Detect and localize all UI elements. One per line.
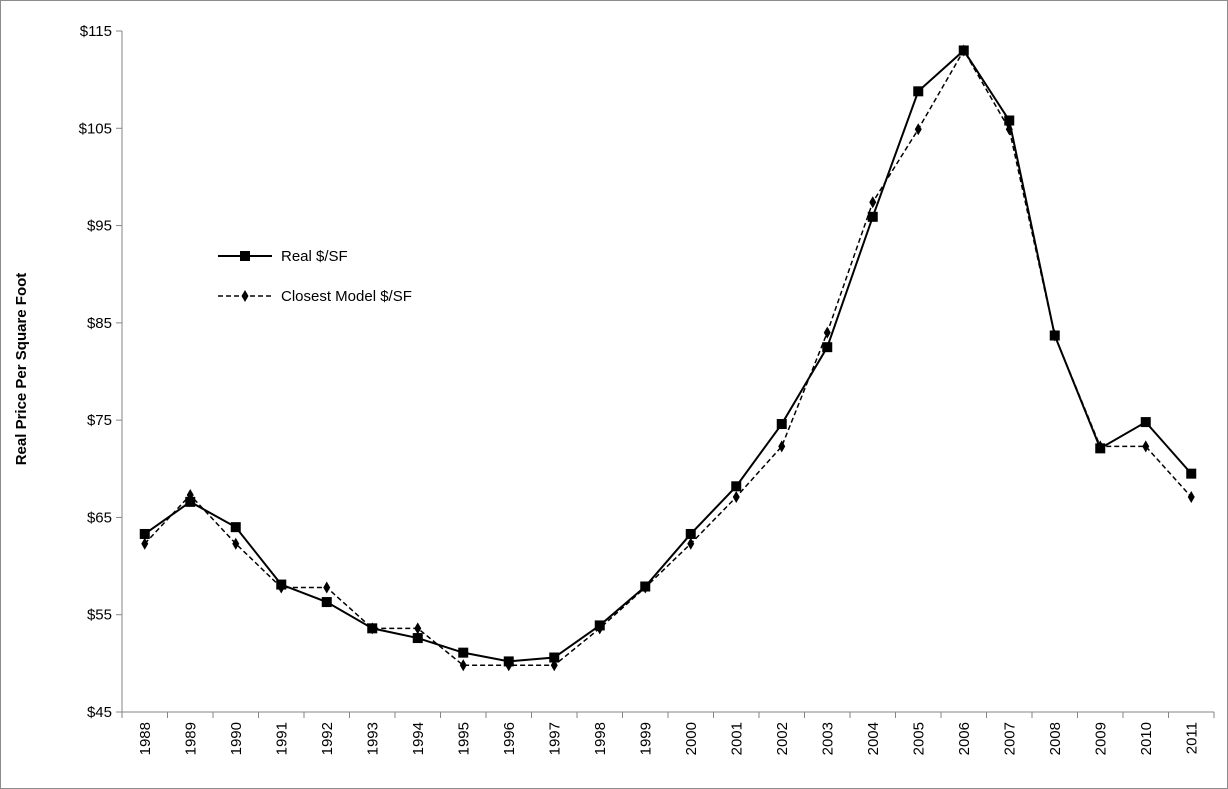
data-point <box>1187 490 1195 503</box>
y-axis-title: Real Price Per Square Foot <box>13 273 30 466</box>
legend: Real $/SF Closest Model $/SF <box>218 248 412 305</box>
data-point <box>1140 417 1151 428</box>
x-tick-label: 1993 <box>364 722 381 755</box>
series-1 <box>139 45 1197 667</box>
data-point <box>141 537 149 550</box>
data-point <box>550 659 558 672</box>
legend-item: Closest Model $/SF <box>218 288 412 305</box>
legend-marker <box>240 251 250 261</box>
series-2 <box>141 44 1195 672</box>
data-point <box>823 326 831 339</box>
data-point <box>277 581 285 594</box>
x-tick-label: 2005 <box>910 722 927 755</box>
legend-item: Real $/SF <box>218 248 348 265</box>
data-point <box>458 647 469 658</box>
y-tick-label: $115 <box>80 23 112 40</box>
x-tick-label: 1990 <box>228 722 245 755</box>
x-tick-label: 1997 <box>546 722 563 755</box>
data-point <box>641 581 649 594</box>
data-point <box>232 537 240 550</box>
data-point <box>869 196 877 209</box>
legend-label: Real $/SF <box>281 248 348 265</box>
x-tick-label: 2011 <box>1183 722 1200 754</box>
data-point <box>414 622 422 635</box>
data-point <box>185 496 196 507</box>
x-tick-label: 2000 <box>683 722 700 755</box>
x-tick-label: 2006 <box>956 722 973 755</box>
data-point <box>1096 440 1104 453</box>
data-point <box>549 652 560 663</box>
x-tick-label: 2007 <box>1001 722 1018 755</box>
data-point <box>731 481 742 492</box>
data-point <box>323 581 331 594</box>
x-tick-label: 1994 <box>410 722 427 755</box>
x-tick-label: 1995 <box>455 722 472 755</box>
x-tick-label: 2002 <box>774 722 791 755</box>
y-tick-label: $85 <box>87 315 112 332</box>
data-point <box>685 528 696 539</box>
y-tick-label: $105 <box>79 120 112 137</box>
legend-label: Closest Model $/SF <box>281 288 412 305</box>
x-tick-label: 1989 <box>182 722 199 755</box>
data-point <box>1051 329 1059 342</box>
data-point <box>321 597 332 608</box>
series-line <box>144 48 1192 667</box>
data-point <box>913 86 924 97</box>
data-point <box>1005 123 1013 136</box>
x-tick-label: 2009 <box>1092 722 1109 755</box>
y-tick-label: $55 <box>87 607 112 624</box>
data-point <box>412 633 423 644</box>
data-point <box>822 342 833 353</box>
series-layer <box>139 44 1197 672</box>
data-point <box>230 522 241 533</box>
data-point <box>960 44 968 57</box>
x-tick-label: 2008 <box>1047 722 1064 755</box>
data-point <box>1142 440 1150 453</box>
data-point <box>139 528 150 539</box>
x-tick-label: 1996 <box>501 722 518 755</box>
x-tick-label: 2001 <box>728 722 745 755</box>
data-point <box>1004 115 1015 126</box>
data-point <box>186 489 194 502</box>
data-point <box>867 211 878 222</box>
axes <box>116 30 1215 718</box>
y-tick-label: $45 <box>87 704 112 721</box>
x-tick-label: 1991 <box>273 722 290 755</box>
x-tick-label: 2010 <box>1138 722 1155 755</box>
series-line <box>144 48 1192 663</box>
data-point <box>459 659 467 672</box>
y-tick-label: $75 <box>87 412 112 429</box>
x-tick-label: 1992 <box>319 722 336 755</box>
x-tick-label: 1988 <box>137 722 154 755</box>
x-tick-label: 1998 <box>592 722 609 755</box>
x-tick-label: 1999 <box>637 722 654 755</box>
data-point <box>687 537 695 550</box>
data-point <box>732 490 740 503</box>
legend-marker <box>241 290 249 302</box>
data-point <box>776 419 787 430</box>
x-tick-label: 2004 <box>865 722 882 755</box>
data-point <box>368 622 376 635</box>
data-point <box>914 123 922 136</box>
data-point <box>1186 468 1197 479</box>
x-axis-tick-labels: 1988 1989 1990 1991 1992 1993 1994 1995 1996 1997… <box>137 722 1201 755</box>
y-tick-label: $65 <box>87 509 112 526</box>
data-point <box>778 440 786 453</box>
data-point <box>505 659 513 672</box>
data-point <box>596 622 604 635</box>
x-tick-label: 2003 <box>819 722 836 755</box>
y-tick-label: $95 <box>87 218 112 235</box>
y-axis-tick-labels: $45 $55 $65 $75 $85 $95 $105 $115 <box>79 23 112 721</box>
